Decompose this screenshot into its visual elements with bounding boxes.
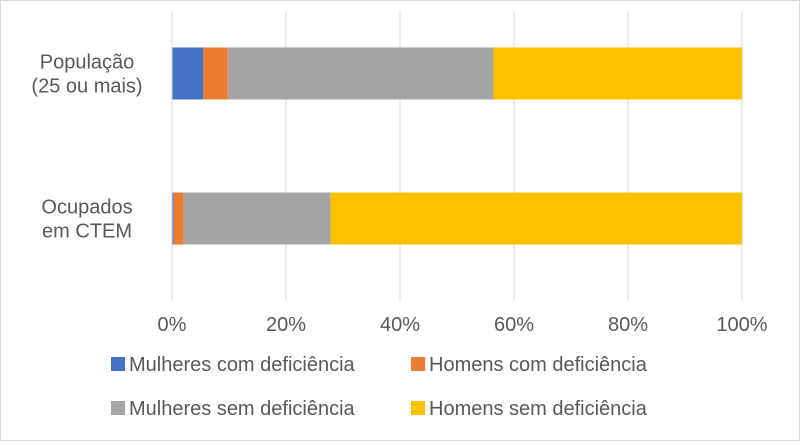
legend-item: Homens com deficiência	[411, 354, 648, 376]
legend-label: Homens sem deficiência	[429, 398, 648, 420]
legend-label: Mulheres com deficiência	[129, 354, 356, 376]
legend-swatch	[411, 357, 425, 371]
legend-label: Mulheres sem deficiência	[129, 398, 356, 420]
category-label: População (25 ou mais)	[31, 52, 142, 98]
category-labels: População (25 ou mais) Ocupados em CTEM	[31, 52, 142, 243]
x-tick-label: 100%	[716, 314, 767, 336]
bar-segment	[493, 47, 742, 100]
category-label: Ocupados em CTEM	[41, 197, 132, 243]
bar-segment	[330, 192, 742, 245]
x-tick-label: 80%	[608, 314, 648, 336]
x-tick-label: 40%	[380, 314, 420, 336]
legend: Mulheres com deficiência Homens com defic…	[111, 354, 648, 420]
axes: 0% 20% 40% 60% 80% 100%	[158, 11, 768, 336]
bar-segment	[227, 47, 494, 100]
bar-segment	[203, 47, 228, 100]
legend-label: Homens com deficiência	[429, 354, 648, 376]
legend-item: Mulheres sem deficiência	[111, 398, 356, 420]
legend-swatch	[411, 401, 425, 415]
bar-segment	[173, 192, 184, 245]
x-tick-label: 20%	[266, 314, 306, 336]
bar-segment	[183, 192, 331, 245]
bar-segment	[172, 47, 204, 100]
x-tick-label: 60%	[494, 314, 534, 336]
legend-item: Homens sem deficiência	[411, 398, 648, 420]
legend-swatch	[111, 401, 125, 415]
bars	[172, 47, 742, 245]
legend-item: Mulheres com deficiência	[111, 354, 356, 376]
x-tick-label: 0%	[158, 314, 187, 336]
bar-segment	[172, 192, 174, 245]
legend-swatch	[111, 357, 125, 371]
